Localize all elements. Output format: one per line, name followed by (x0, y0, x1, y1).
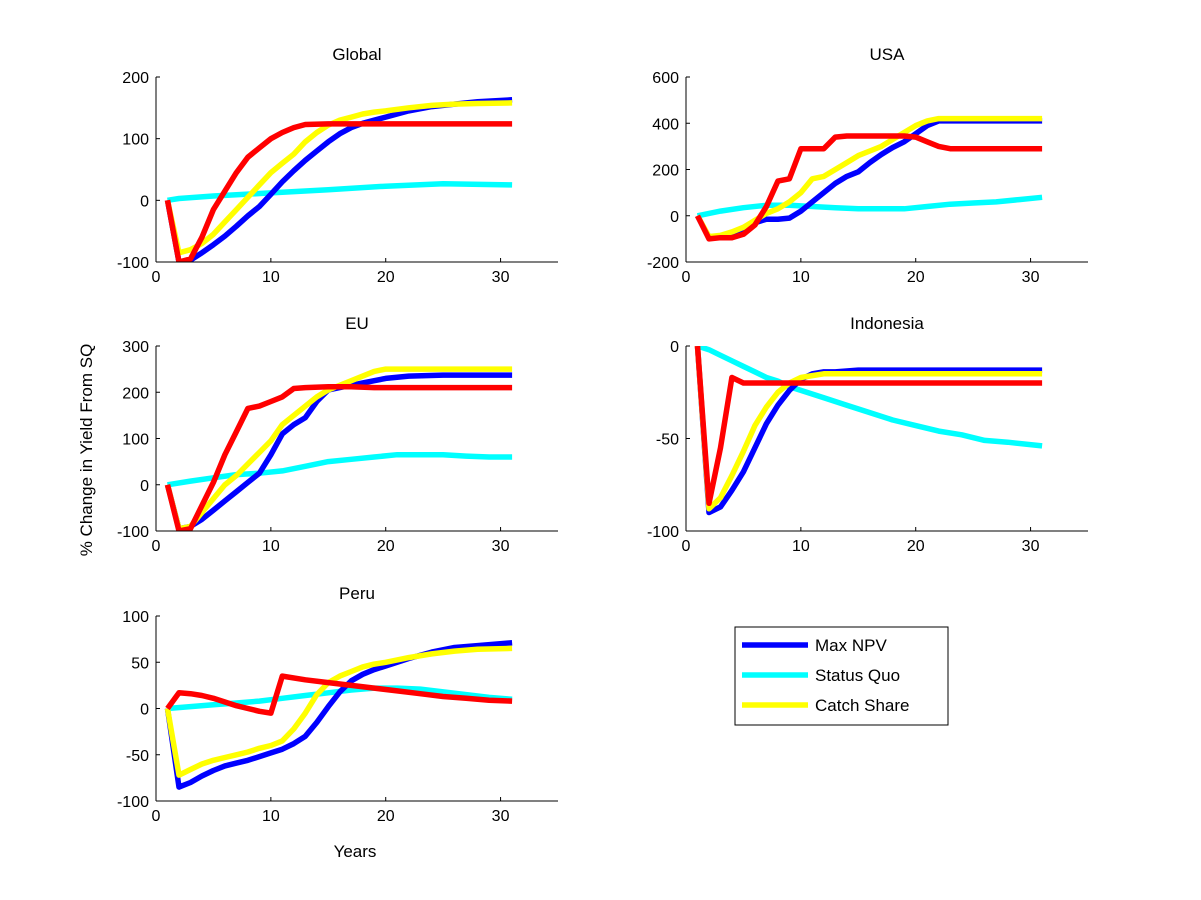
y-tick-label: 100 (122, 432, 149, 449)
series-line-max-npv (694, 346, 1043, 516)
y-tick-label: 0 (140, 193, 149, 210)
x-tick-label: 0 (682, 269, 691, 286)
x-tick-label: 10 (792, 538, 810, 555)
x-tick-label: 0 (682, 538, 691, 555)
x-tick-label: 20 (377, 538, 395, 555)
legend-label-max-npv: Max NPV (815, 636, 887, 655)
y-tick-label: 300 (122, 339, 149, 356)
x-tick-label: 10 (792, 269, 810, 286)
panel-title: Global (332, 45, 381, 64)
series-line-unlabeled-3 (695, 133, 1043, 242)
series-line-unlabeled-3 (164, 383, 513, 531)
y-tick-label: -50 (126, 748, 149, 765)
x-tick-label: 30 (492, 808, 510, 825)
y-tick-label: -200 (647, 255, 679, 272)
y-tick-label: -100 (117, 794, 149, 811)
x-tick-label: 20 (377, 808, 395, 825)
x-tick-label: 10 (262, 269, 280, 286)
panel-peru: 0 10 20 30 -100 -50 0 50 100 Peru (117, 584, 558, 825)
x-tick-label: 20 (377, 269, 395, 286)
series-line-status-quo (167, 451, 513, 488)
series-line-catch-share (695, 115, 1043, 240)
y-tick-label: 100 (122, 132, 149, 149)
y-tick-label: 400 (652, 116, 679, 133)
legend-label-catch-share: Catch Share (815, 696, 910, 715)
series-line-max-npv (164, 97, 513, 262)
series-line-max-npv (164, 372, 513, 531)
y-tick-label: 0 (670, 209, 679, 226)
x-tick-label: 20 (907, 538, 925, 555)
series-line-unlabeled-3 (165, 673, 513, 716)
y-tick-label: 200 (122, 70, 149, 87)
series-line-catch-share (164, 645, 513, 778)
x-tick-label: 30 (492, 538, 510, 555)
x-tick-label: 30 (492, 269, 510, 286)
series-line-catch-share (164, 100, 513, 256)
y-tick-label: -100 (647, 524, 679, 541)
x-tick-label: 10 (262, 808, 280, 825)
panel-title: USA (870, 45, 906, 64)
xlabel: Years (334, 842, 377, 861)
panel-indonesia: 0 10 20 30 -100 -50 0 Indonesia (647, 314, 1088, 555)
series-line-status-quo (167, 180, 513, 204)
x-tick-label: 30 (1022, 269, 1040, 286)
y-tick-label: 600 (652, 70, 679, 87)
x-tick-label: 0 (152, 269, 161, 286)
x-tick-label: 0 (152, 538, 161, 555)
series-line-catch-share (164, 366, 513, 531)
series-line-unlabeled-3 (694, 346, 1043, 507)
x-tick-label: 20 (907, 269, 925, 286)
series-group (164, 640, 513, 790)
series-group (694, 346, 1043, 516)
legend: Max NPV Status Quo Catch Share (734, 626, 949, 726)
y-tick-label: -100 (117, 255, 149, 272)
y-tick-label: 0 (670, 339, 679, 356)
x-tick-label: 30 (1022, 538, 1040, 555)
series-line-status-quo (696, 194, 1043, 219)
series-line-max-npv (164, 640, 513, 790)
series-line-unlabeled-3 (164, 121, 513, 262)
legend-label-status-quo: Status Quo (815, 666, 900, 685)
panel-title: Peru (339, 584, 375, 603)
panel-title: EU (345, 314, 369, 333)
series-group (164, 97, 513, 262)
series-line-status-quo (696, 346, 1043, 449)
y-tick-label: 0 (140, 478, 149, 495)
y-tick-label: -100 (117, 524, 149, 541)
y-tick-label: 100 (122, 609, 149, 626)
y-tick-label: -50 (656, 432, 679, 449)
series-group (695, 115, 1043, 242)
y-tick-label: 0 (140, 702, 149, 719)
y-tick-label: 50 (131, 655, 149, 672)
series-group (164, 366, 513, 531)
x-tick-label: 0 (152, 808, 161, 825)
y-tick-label: 200 (122, 385, 149, 402)
panel-title: Indonesia (850, 314, 924, 333)
x-tick-label: 10 (262, 538, 280, 555)
ylabel: % Change in Yield From SQ (77, 344, 96, 557)
y-tick-label: 200 (652, 163, 679, 180)
